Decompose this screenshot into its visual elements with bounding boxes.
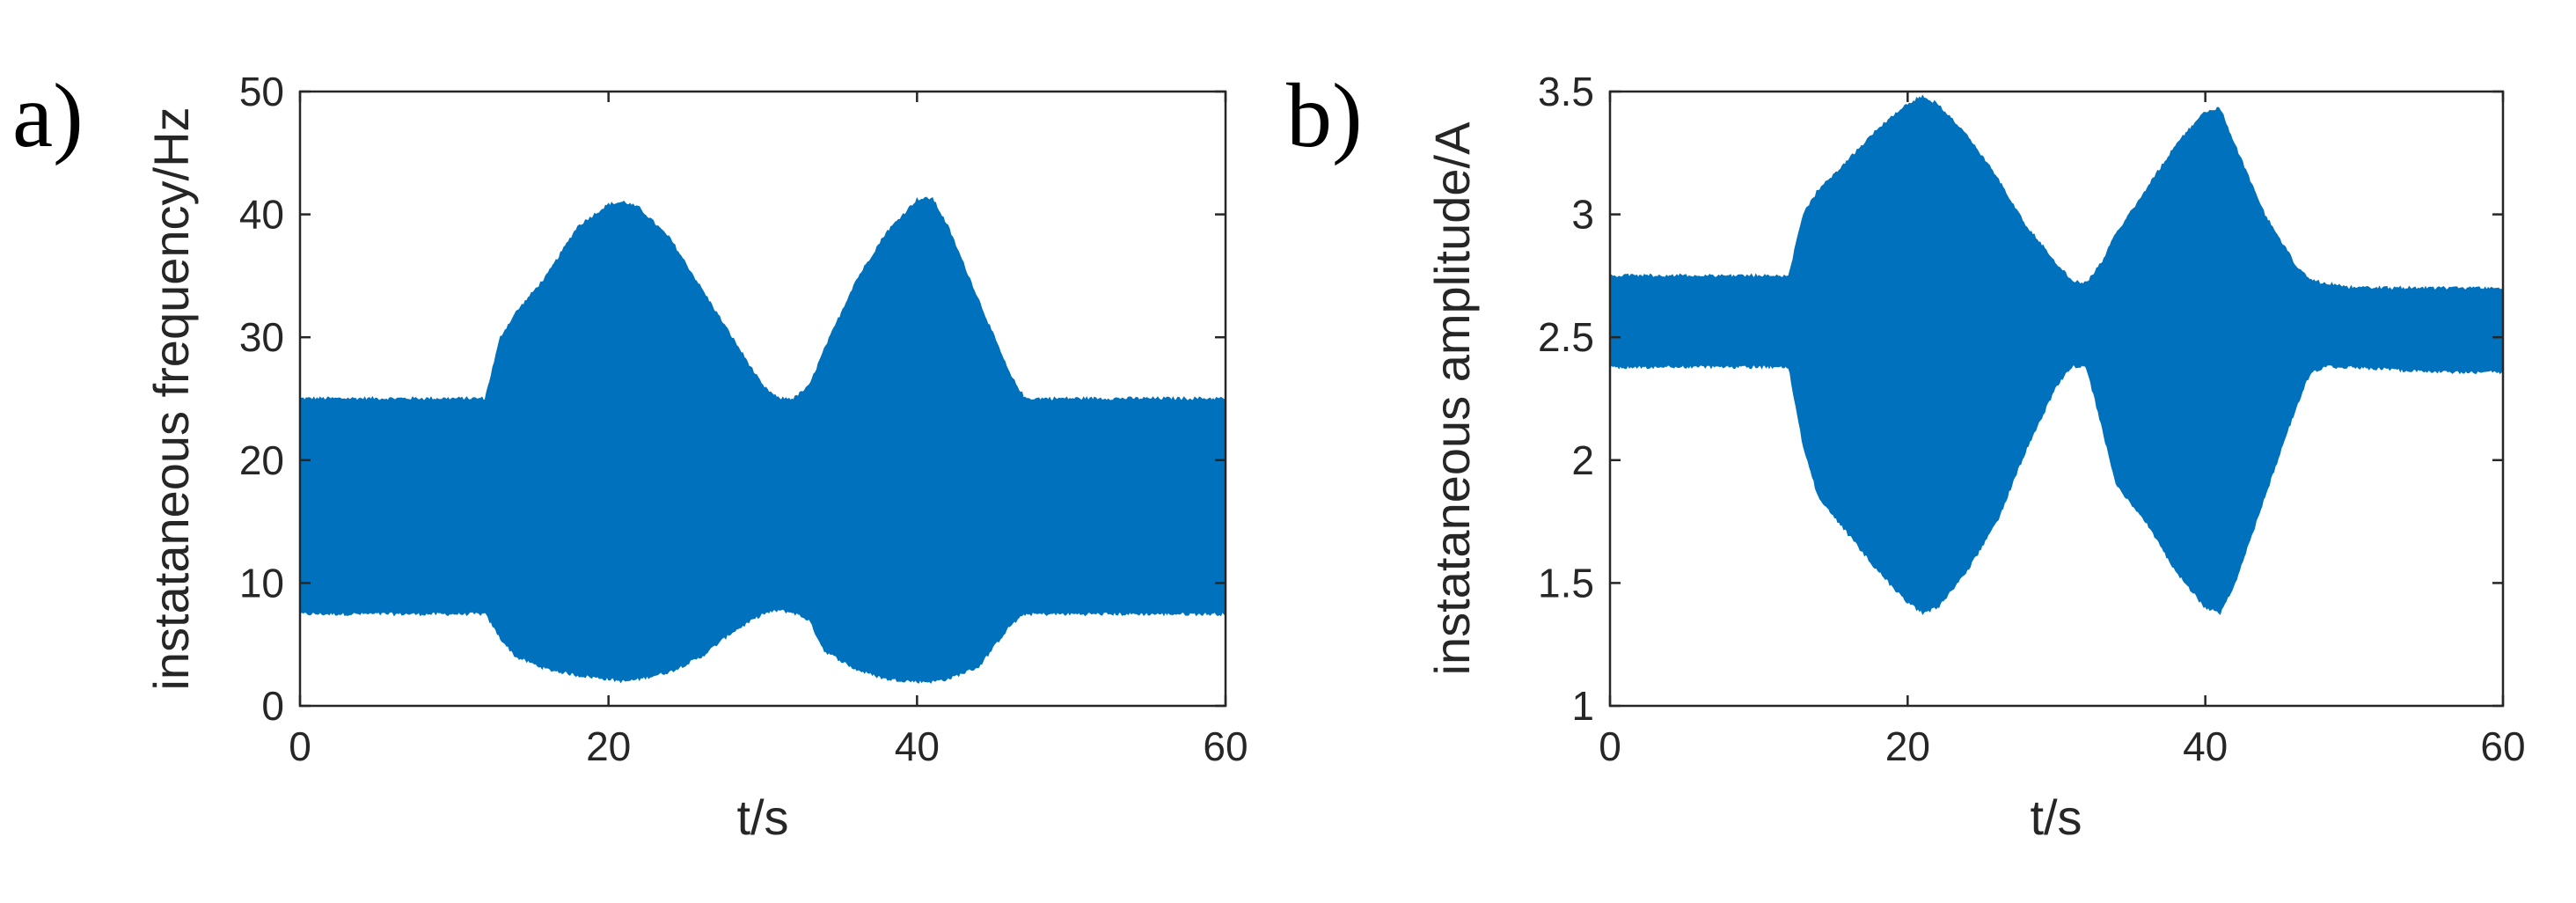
x-tick-label: 0: [1599, 723, 1621, 769]
y-tick-label: 3: [1571, 192, 1594, 238]
axes-a-frame: [298, 90, 1227, 708]
x-tick-label: 0: [289, 723, 311, 769]
y-tick-label: 2.5: [1538, 314, 1594, 360]
axes-b-frame: [1608, 90, 2505, 708]
x-tick-label: 40: [2183, 723, 2228, 769]
axes-a-ylabel: instataneous frequency/Hz: [143, 106, 199, 690]
y-tick-label: 20: [239, 437, 284, 483]
axes-b-plot-area: [1609, 94, 2504, 616]
axes-a-plot-area: [299, 196, 1226, 684]
y-tick-label: 2: [1571, 437, 1594, 483]
y-tick-label: 50: [239, 69, 284, 114]
y-tick-label: 1: [1571, 683, 1594, 729]
x-tick-label: 20: [586, 723, 631, 769]
y-tick-label: 10: [239, 560, 284, 606]
y-tick-label: 40: [239, 192, 284, 238]
y-tick-label: 0: [261, 683, 284, 729]
y-tick-label: 1.5: [1538, 560, 1594, 606]
series-0-envelope: [299, 196, 1226, 684]
y-tick-label: 3.5: [1538, 69, 1594, 114]
axes-b-ylabel: instataneous amplitude/A: [1424, 121, 1480, 676]
x-tick-label: 20: [1885, 723, 1930, 769]
series-0-envelope: [1609, 94, 2504, 616]
y-tick-label: 30: [239, 314, 284, 360]
x-tick-label: 40: [895, 723, 940, 769]
axes-a-xlabel: t/s: [736, 789, 788, 845]
panel-b-label: b): [1286, 65, 1363, 166]
axes-b: 0 20 40 60 1 1.5 2 2.5 3 3.5 t/s instataneous amp…: [1424, 69, 2526, 845]
x-tick-label: 60: [1203, 723, 1248, 769]
x-tick-label: 60: [2480, 723, 2525, 769]
axes-a-ticks: 0 20 40 60 0 10 20 30 40 50: [239, 69, 1248, 769]
axes-b-xlabel: t/s: [2030, 789, 2082, 845]
panel-a-label: a): [12, 65, 84, 166]
axes-a: 0 20 40 60 0 10 20 30 40 50 t/s instataneous freq…: [143, 69, 1248, 845]
axes-b-ticks: 0 20 40 60 1 1.5 2 2.5 3 3.5: [1538, 69, 2526, 769]
